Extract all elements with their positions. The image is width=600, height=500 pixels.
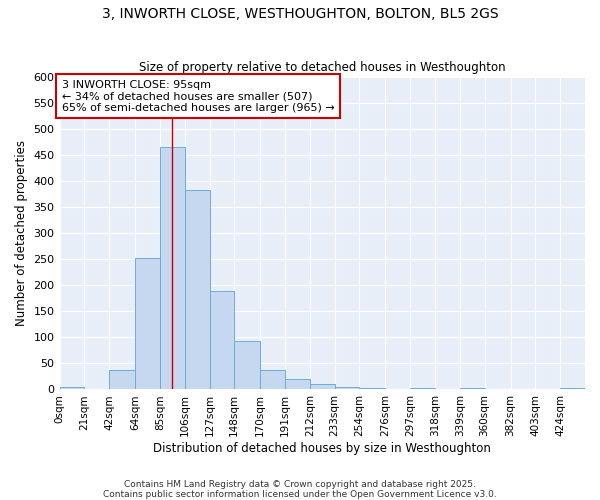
Bar <box>59 387 85 390</box>
Bar <box>235 341 260 390</box>
Bar <box>109 370 135 390</box>
Text: Contains public sector information licensed under the Open Government Licence v3: Contains public sector information licen… <box>103 490 497 499</box>
Text: Contains HM Land Registry data © Crown copyright and database right 2025.: Contains HM Land Registry data © Crown c… <box>124 480 476 489</box>
Bar <box>359 388 385 390</box>
Bar <box>460 388 485 390</box>
Bar <box>160 148 185 390</box>
Text: 3, INWORTH CLOSE, WESTHOUGHTON, BOLTON, BL5 2GS: 3, INWORTH CLOSE, WESTHOUGHTON, BOLTON, … <box>101 8 499 22</box>
Bar <box>285 379 310 390</box>
Text: 3 INWORTH CLOSE: 95sqm
← 34% of detached houses are smaller (507)
65% of semi-de: 3 INWORTH CLOSE: 95sqm ← 34% of detached… <box>62 80 335 113</box>
Bar <box>310 384 335 390</box>
X-axis label: Distribution of detached houses by size in Westhoughton: Distribution of detached houses by size … <box>154 442 491 455</box>
Bar <box>410 388 435 390</box>
Y-axis label: Number of detached properties: Number of detached properties <box>15 140 28 326</box>
Bar <box>135 258 160 390</box>
Bar <box>335 387 359 390</box>
Bar <box>560 388 585 390</box>
Bar <box>209 290 235 390</box>
Bar <box>185 190 209 390</box>
Title: Size of property relative to detached houses in Westhoughton: Size of property relative to detached ho… <box>139 62 506 74</box>
Bar <box>260 370 285 390</box>
